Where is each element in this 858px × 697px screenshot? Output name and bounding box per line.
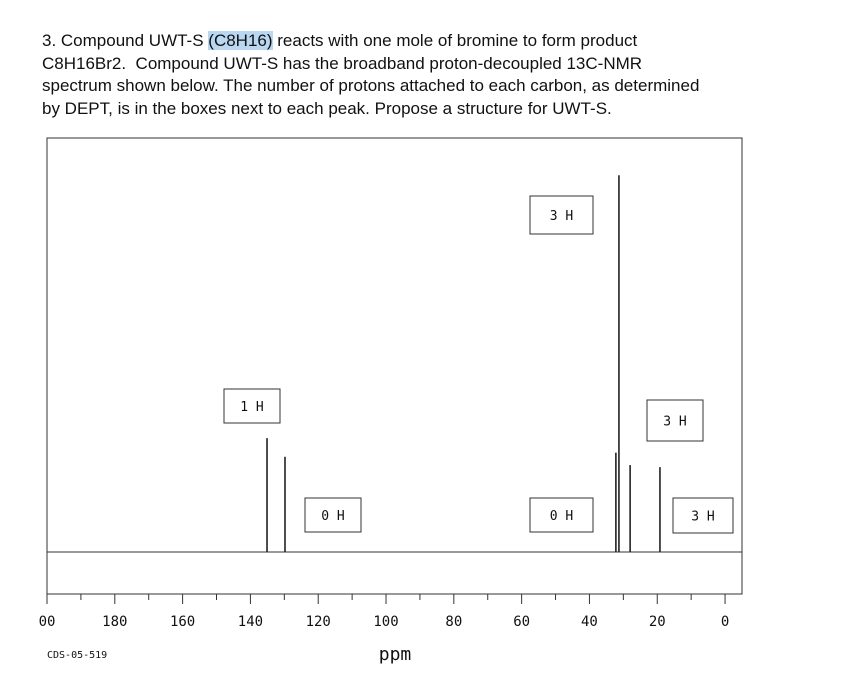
dept-label: 3 H	[691, 510, 714, 525]
question-line: 3. Compound UWT-S (C8H16) reacts with on…	[42, 30, 802, 53]
x-tick-label: 140	[238, 614, 263, 630]
dept-label: 3 H	[550, 209, 573, 224]
x-tick-label: 40	[581, 614, 598, 630]
x-tick-label: 80	[445, 614, 462, 630]
question-line: C8H16Br2. Compound UWT-S has the broadba…	[42, 53, 643, 73]
dept-box	[646, 399, 704, 442]
x-tick-label: 120	[306, 614, 331, 630]
x-tick-label: 00	[39, 614, 56, 630]
x-tick-label: 180	[102, 614, 127, 630]
dept-label: 1 H	[240, 400, 263, 415]
x-axis-label: ppm	[379, 644, 412, 665]
highlighted-text: (C8H16)	[208, 31, 273, 50]
frame	[46, 137, 743, 595]
text: reacts with one mole of bromine to form …	[272, 31, 638, 50]
dept-box	[223, 388, 281, 424]
dept-box	[529, 497, 594, 533]
dept-label: 0 H	[321, 509, 344, 524]
dept-box	[672, 497, 734, 534]
dept-box	[529, 195, 594, 235]
spectrum-code: CDS-05-519	[47, 650, 107, 661]
dept-label: 0 H	[550, 509, 573, 524]
question-line: by DEPT, is in the boxes next to each pe…	[42, 98, 612, 118]
dept-box	[304, 497, 362, 533]
x-tick-label: 60	[513, 614, 530, 630]
question: 3. Compound UWT-S (C8H16) reacts with on…	[42, 30, 802, 120]
text: 3. Compound UWT-S	[42, 31, 209, 50]
question-line: spectrum shown below. The number of prot…	[42, 76, 700, 95]
x-tick-label: 160	[170, 614, 195, 630]
x-tick-label: 20	[649, 614, 666, 630]
x-tick-label: 0	[721, 614, 729, 630]
x-tick-label: 100	[373, 614, 398, 630]
dept-label: 3 H	[663, 415, 686, 430]
